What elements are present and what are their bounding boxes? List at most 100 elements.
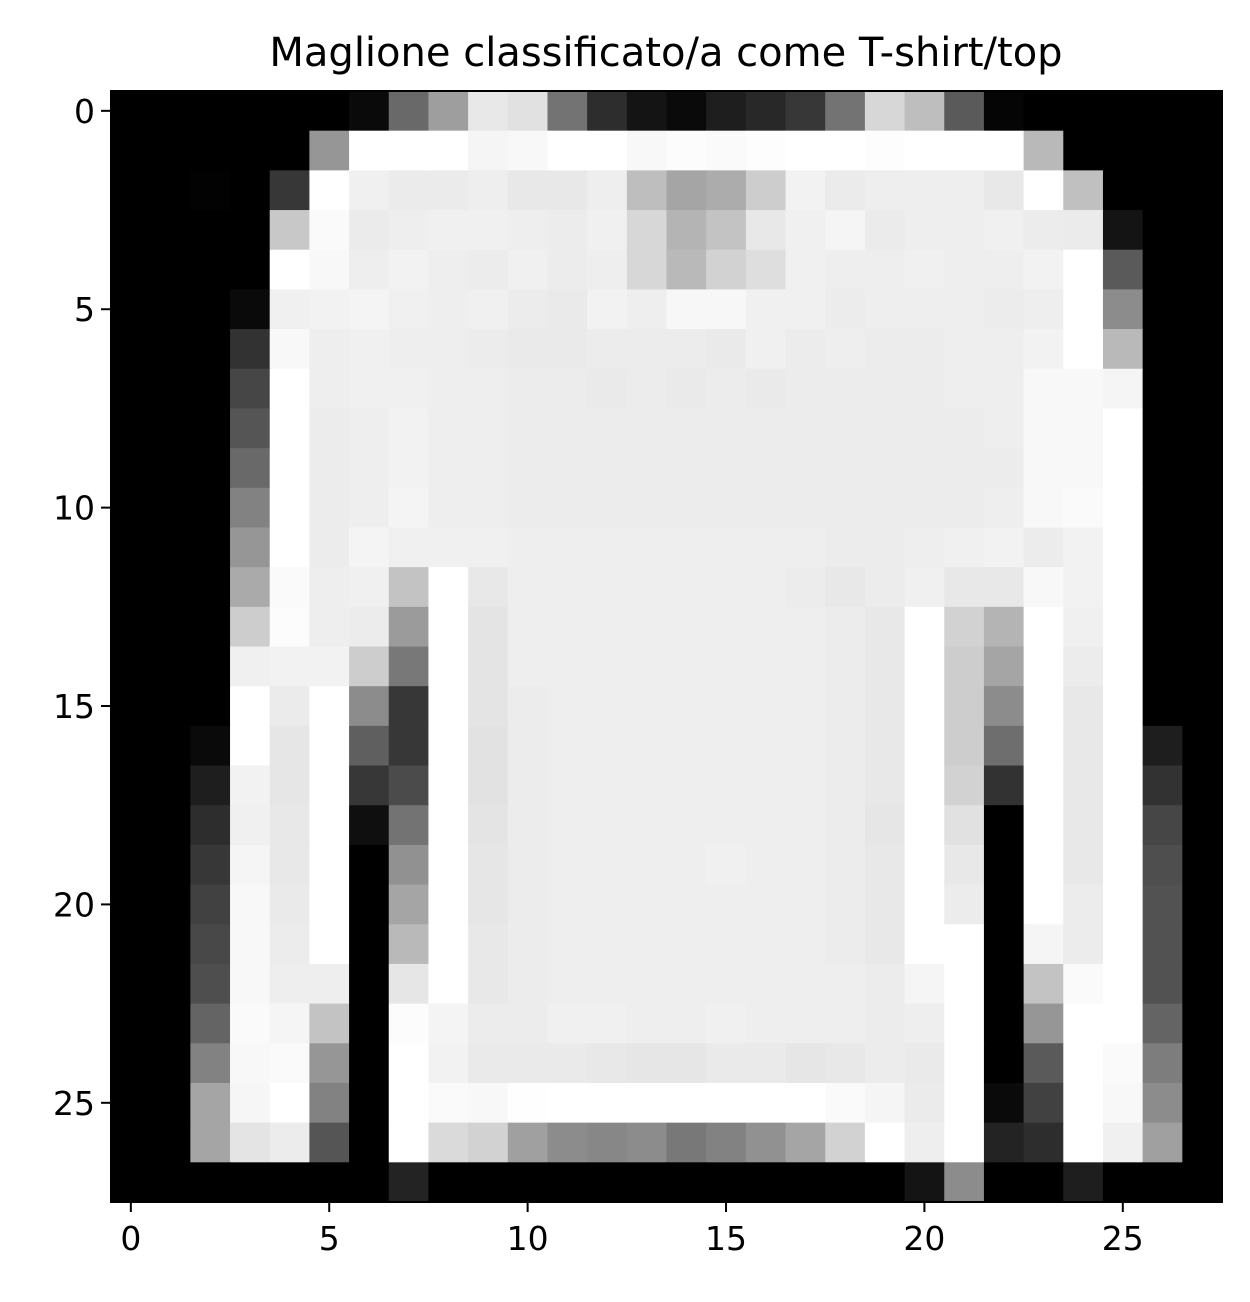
heatmap-cell: [1023, 368, 1064, 410]
heatmap-cell: [468, 487, 509, 529]
heatmap-cell: [547, 289, 588, 330]
heatmap-cell: [983, 448, 1025, 489]
heatmap-cell: [428, 289, 469, 330]
heatmap-cell: [150, 91, 191, 132]
heatmap-cell: [349, 567, 390, 608]
heatmap-cell: [666, 130, 707, 171]
heatmap-cell: [983, 1082, 1025, 1124]
heatmap-cell: [1102, 844, 1144, 886]
heatmap-cell: [1023, 448, 1064, 489]
heatmap-cell: [745, 329, 787, 370]
heatmap-cell: [349, 646, 390, 687]
heatmap-cell: [983, 765, 1025, 806]
heatmap-cell: [507, 249, 549, 290]
heatmap-cell: [904, 1043, 945, 1084]
heatmap-cell: [864, 924, 906, 965]
heatmap-cell: [1182, 487, 1223, 529]
heatmap-cell: [706, 567, 747, 608]
heatmap-cell: [666, 725, 707, 767]
heatmap-cell: [864, 249, 906, 290]
heatmap-cell: [349, 527, 390, 568]
heatmap-cell: [666, 527, 707, 568]
heatmap-cell: [1063, 329, 1104, 370]
heatmap-cell: [507, 884, 549, 925]
heatmap-cell: [269, 686, 310, 727]
heatmap-cell: [864, 289, 906, 330]
heatmap-cell: [111, 963, 152, 1005]
heatmap-cell: [190, 725, 231, 767]
heatmap-cell: [1063, 1003, 1104, 1044]
heatmap-cell: [388, 249, 430, 290]
heatmap-cell: [864, 844, 906, 886]
heatmap-cell: [1063, 963, 1104, 1005]
heatmap-cell: [587, 725, 628, 767]
heatmap-cell: [269, 130, 310, 171]
heatmap-cell: [983, 963, 1025, 1005]
heatmap-cell: [547, 249, 588, 290]
heatmap-cell: [111, 130, 152, 171]
heatmap-cell: [864, 368, 906, 410]
heatmap-cell: [904, 91, 945, 132]
heatmap-cell: [745, 963, 787, 1005]
heatmap-cell: [1102, 765, 1144, 806]
heatmap-cell: [468, 963, 509, 1005]
heatmap-cell: [825, 686, 866, 727]
heatmap-cell: [507, 765, 549, 806]
heatmap-cell: [983, 725, 1025, 767]
heatmap-cell: [983, 1003, 1025, 1044]
heatmap-cell: [388, 805, 430, 846]
heatmap-cell: [150, 210, 191, 251]
heatmap-cell: [309, 567, 350, 608]
heatmap-cell: [349, 1082, 390, 1124]
heatmap-cell: [1142, 646, 1183, 687]
heatmap-cell: [1023, 725, 1064, 767]
heatmap-cell: [1182, 567, 1223, 608]
heatmap-cell: [666, 1043, 707, 1084]
heatmap-cell: [864, 408, 906, 449]
heatmap-cell: [785, 1082, 826, 1124]
heatmap-cell: [904, 210, 945, 251]
heatmap-cell: [785, 924, 826, 965]
heatmap-cell: [1182, 448, 1223, 489]
heatmap-cell: [745, 527, 787, 568]
heatmap-cell: [468, 91, 509, 132]
heatmap-cell: [1142, 91, 1183, 132]
heatmap-cell: [190, 567, 231, 608]
heatmap-cell: [706, 130, 747, 171]
heatmap-cell: [785, 487, 826, 529]
heatmap-cell: [1063, 289, 1104, 330]
heatmap-cell: [745, 765, 787, 806]
heatmap-cell: [864, 1162, 906, 1203]
heatmap-cell: [825, 884, 866, 925]
heatmap-cell: [904, 567, 945, 608]
heatmap-cell: [547, 646, 588, 687]
heatmap-cell: [428, 765, 469, 806]
heatmap-cell: [428, 805, 469, 846]
heatmap-cell: [983, 884, 1025, 925]
heatmap-cell: [190, 368, 231, 410]
heatmap-cell: [785, 567, 826, 608]
heatmap-cell: [1182, 963, 1223, 1005]
heatmap-cell: [666, 408, 707, 449]
heatmap-cell: [1063, 1122, 1104, 1163]
heatmap-cell: [269, 329, 310, 370]
heatmap-cell: [349, 606, 390, 648]
heatmap-cell: [864, 805, 906, 846]
heatmap-cell: [1102, 527, 1144, 568]
heatmap-cell: [587, 646, 628, 687]
heatmap-cell: [269, 408, 310, 449]
heatmap-cell: [468, 844, 509, 886]
heatmap-cell: [706, 1003, 747, 1044]
heatmap-cell: [547, 210, 588, 251]
heatmap-cell: [190, 487, 231, 529]
heatmap-cell: [904, 1003, 945, 1044]
heatmap-cell: [1102, 725, 1144, 767]
heatmap-cell: [1023, 686, 1064, 727]
heatmap-cell: [745, 924, 787, 965]
heatmap-cell: [1142, 1043, 1183, 1084]
heatmap-cell: [507, 686, 549, 727]
heatmap-cell: [706, 686, 747, 727]
heatmap-cell: [745, 844, 787, 886]
heatmap-cell: [864, 567, 906, 608]
heatmap-cell: [706, 249, 747, 290]
